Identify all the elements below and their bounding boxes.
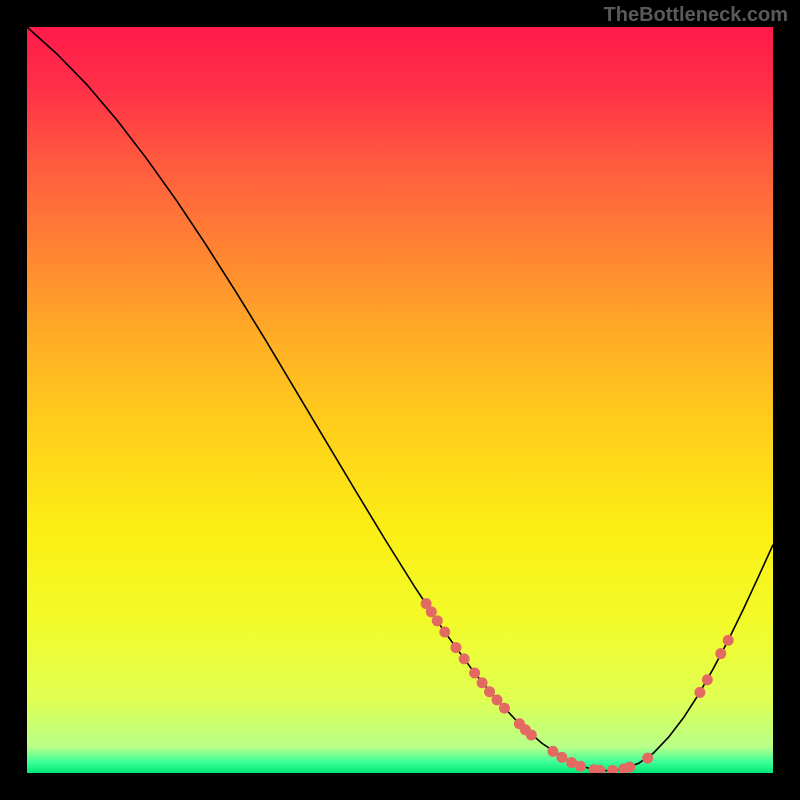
outlier-marker [702,674,713,685]
outlier-marker [547,746,558,757]
outlier-marker [426,606,437,617]
outlier-marker [459,653,470,664]
watermark-text: TheBottleneck.com [604,4,788,27]
outlier-marker [715,648,726,659]
outlier-marker [432,615,443,626]
chart-plot-area [27,27,773,773]
outlier-marker [439,627,450,638]
outlier-marker [556,752,567,763]
outlier-marker [499,703,510,714]
outlier-marker [484,686,495,697]
outlier-marker [694,687,705,698]
chart-svg [27,27,773,773]
outlier-marker [491,694,502,705]
outlier-marker [723,635,734,646]
chart-svg-container [27,27,773,773]
outlier-marker [575,761,586,772]
outlier-marker [450,642,461,653]
chart-background [27,27,773,773]
outlier-marker [526,729,537,740]
outlier-marker [469,668,480,679]
outlier-marker [642,753,653,764]
outlier-marker [624,762,635,773]
outlier-marker [477,677,488,688]
